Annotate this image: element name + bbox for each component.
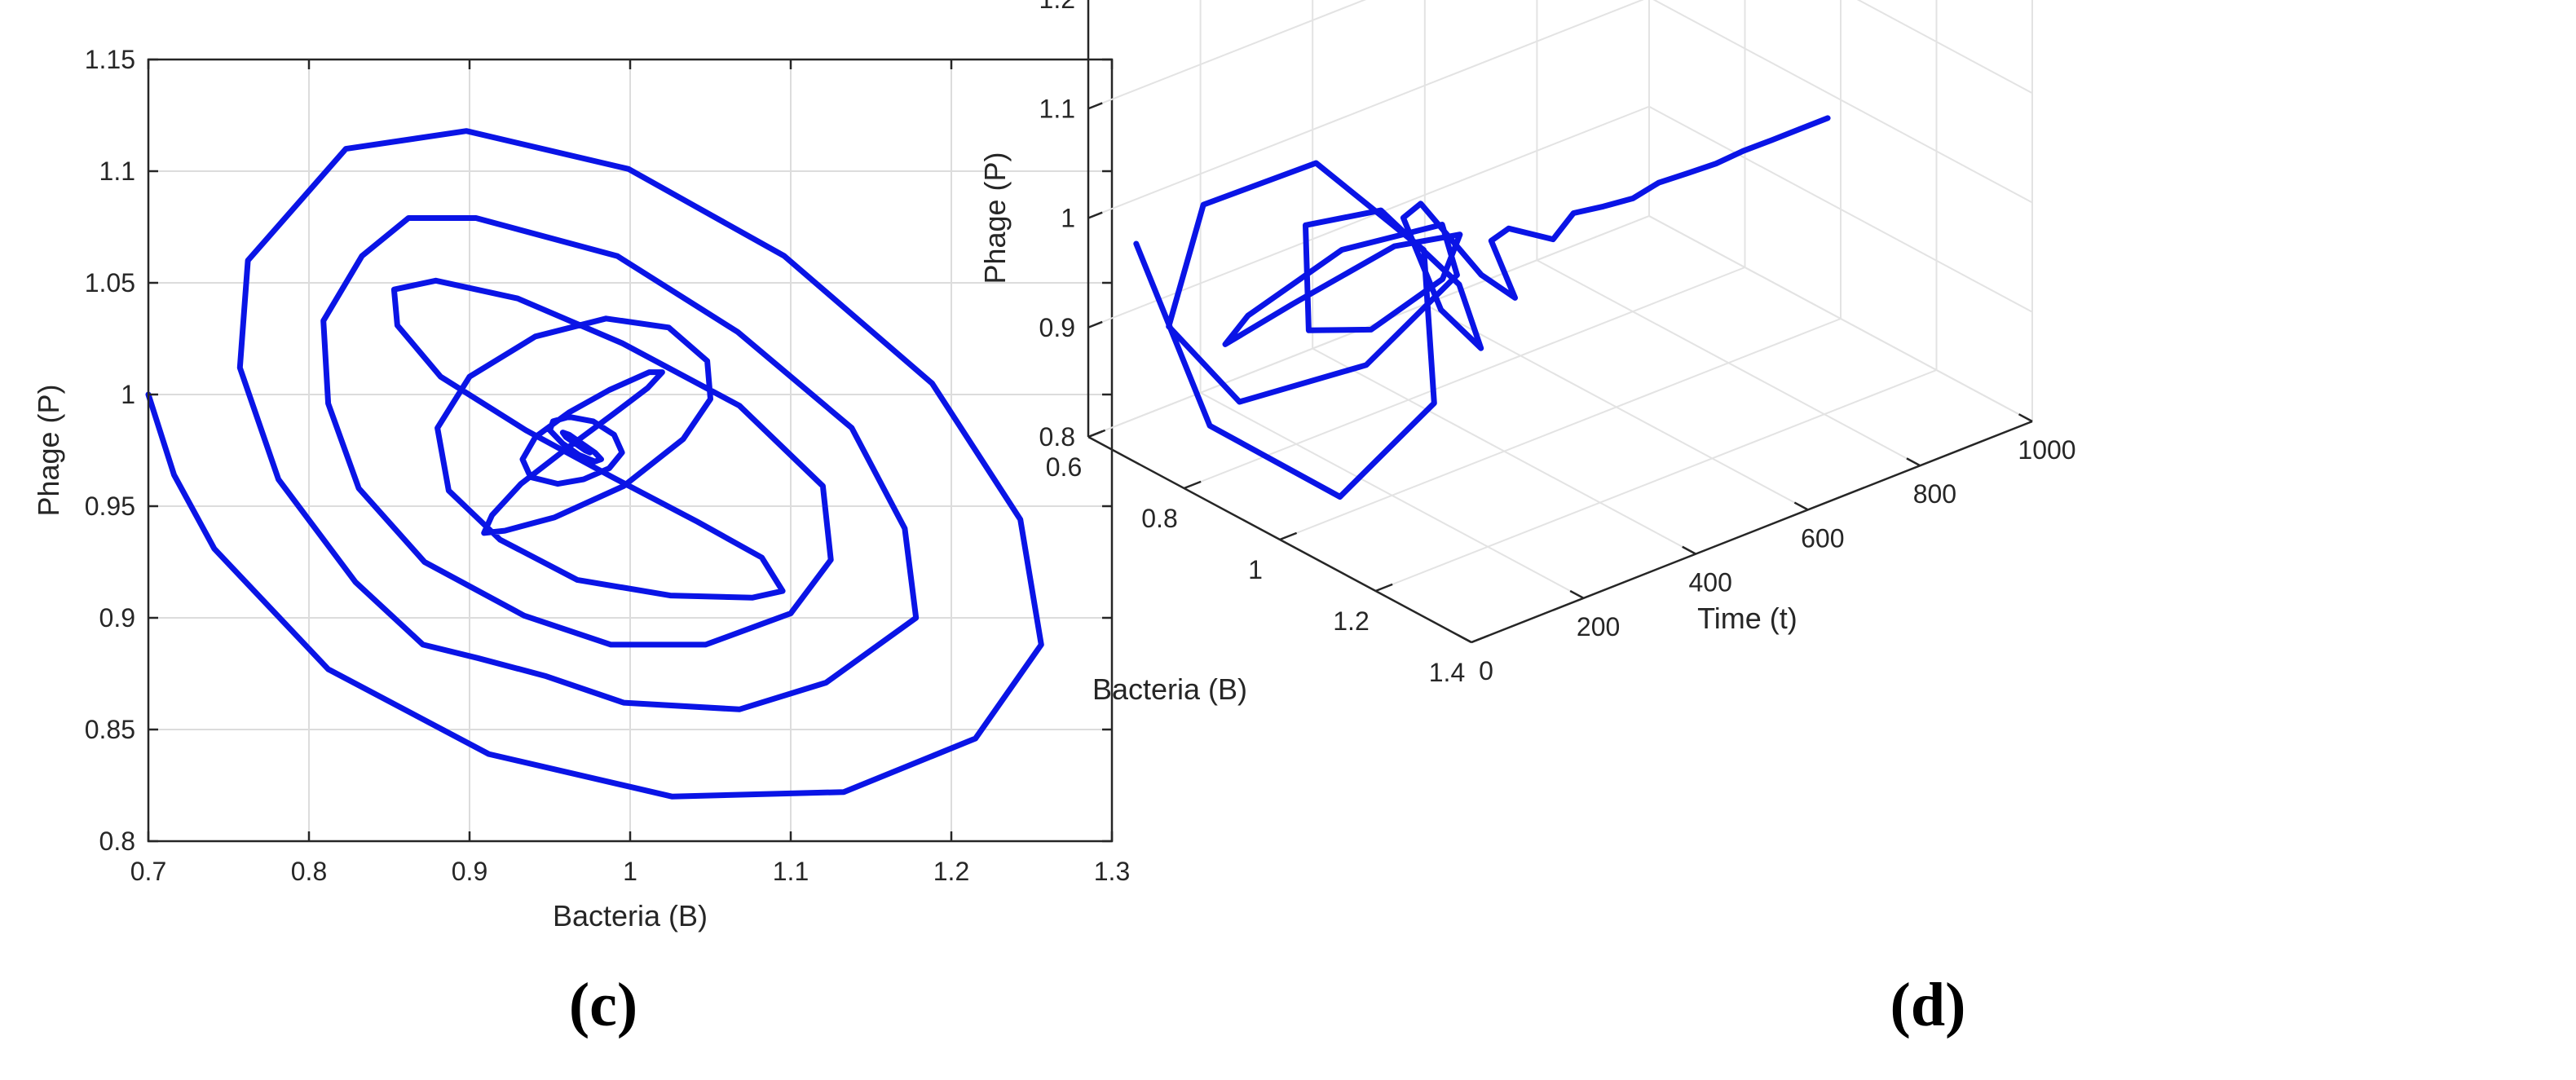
panel-d-backwall-gridline-p	[1087, 0, 1367, 110]
panel-d-bacteria-tick-label: 0.6	[1046, 452, 1082, 482]
panel-c-x-tick-label: 1	[623, 857, 637, 886]
panel-c-y-tick-label: 0.9	[99, 603, 135, 633]
panel-c-y-tick-label: 1.1	[99, 156, 135, 186]
panel-d-phage-tick	[1087, 211, 1103, 219]
panel-d-bacteria-tick	[1375, 583, 1393, 593]
panel-c-label: (c)	[569, 971, 637, 1039]
panel-c-x-tick-label: 1.2	[933, 857, 969, 886]
panel-d-phage-tick-label: 0.9	[1039, 313, 1075, 342]
panel-d-bacteria-axis-label: Bacteria (B)	[1092, 672, 1247, 706]
panel-d-phage-tick	[1087, 320, 1103, 328]
panel-d-time-tick-label: 800	[1913, 479, 1956, 509]
panel-d-grid	[1087, 0, 2033, 643]
panel-d-time-tick-label: 1000	[2018, 435, 2075, 465]
panel-d-time-tick	[1906, 457, 1921, 467]
panel-d-phage-axis-label: Phage (P)	[978, 152, 1012, 284]
panel-c-x-tick-label: 1.3	[1094, 857, 1130, 886]
panel-c-y-tick-label: 1.05	[85, 268, 135, 298]
panel-c-grid	[148, 60, 1112, 841]
panel-c-x-tick-label: 1.1	[773, 857, 809, 886]
panel-d-floor-gridline-b	[1279, 318, 1842, 540]
panel-d-time-tick-label: 0	[1479, 656, 1493, 685]
panel-d-sidewall-gridline-p	[1856, 0, 2033, 95]
panel-d-bacteria-tick	[1471, 634, 1489, 644]
panel-d-trajectory	[1133, 115, 1831, 500]
panel-d-phage-tick	[1087, 430, 1103, 439]
panel-d-time-tick	[1682, 545, 1696, 555]
panel-d-backwall-gridline-p	[1087, 105, 1650, 328]
panel-d-time-tick	[1457, 634, 1472, 644]
panel-d-time-tick-label: 200	[1577, 612, 1620, 641]
panel-d-ticks: 020040060080010000.60.811.21.40.80.911.1…	[1039, 0, 2076, 687]
panel-c-ticks: 0.7 0.8 0.9 1 1.1 1.2 1.30.80.850.90.9511.051.…	[85, 45, 1131, 886]
panel-d-sidewall-gridline-p	[1652, 0, 2033, 204]
panel-d-time-tick	[2018, 413, 2033, 423]
panel-d-3d-plot: 020040060080010000.60.811.21.40.80.911.1…	[978, 0, 2076, 706]
panel-d-floor-gridline-b	[1184, 267, 1745, 489]
panel-d-bacteria-tick-label: 1	[1248, 555, 1263, 584]
panel-c-y-tick-label: 1	[121, 380, 135, 409]
panel-d-bacteria-tick-label: 0.8	[1141, 504, 1177, 533]
panel-c-x-tick-label: 0.9	[452, 857, 487, 886]
panel-d-time-axis-label: Time (t)	[1697, 602, 1797, 635]
panel-d-phage-tick	[1087, 102, 1103, 110]
panel-d-sidewall-gridline-p	[1648, 215, 2033, 422]
panel-d-backwall-gridline-p	[1087, 215, 1650, 438]
panel-c-x-tick-label: 0.7	[130, 857, 166, 886]
panel-d-phage-tick-label: 1	[1061, 204, 1075, 233]
panel-c-y-tick-label: 0.8	[99, 827, 135, 856]
panel-c-y-tick-label: 0.95	[85, 492, 135, 521]
panel-d-label: (d)	[1890, 971, 1966, 1039]
panel-c-x-axis-label: Bacteria (B)	[553, 899, 708, 932]
panel-d-phage-tick-label: 0.8	[1039, 422, 1075, 452]
panel-c-trajectory	[145, 128, 1044, 800]
panel-c-y-axis-label: Phage (P)	[32, 384, 65, 516]
panel-d-bacteria-tick-label: 1.4	[1429, 658, 1465, 687]
panel-c-x-tick-label: 0.8	[291, 857, 327, 886]
panel-d-time-tick-label: 400	[1689, 568, 1732, 597]
panel-d-floor-gridline-b	[1375, 369, 1937, 592]
panel-d-axes	[1087, 0, 2033, 644]
panel-c-y-tick-label: 0.85	[85, 715, 135, 744]
panel-d-bacteria-tick	[1279, 531, 1298, 541]
panel-d-bacteria-tick-label: 1.2	[1333, 606, 1369, 636]
panel-c-series-line	[145, 128, 1044, 800]
panel-d-time-tick	[1569, 589, 1585, 599]
panel-d-bacteria-tick	[1184, 480, 1202, 490]
panel-d-time-tick	[1793, 501, 1809, 511]
panel-d-time-axis-line	[1471, 420, 2033, 644]
panel-d-phage-tick-label: 1.1	[1039, 94, 1075, 123]
panel-d-series-line	[1133, 115, 1831, 500]
panel-d-sidewall-gridline-p	[1648, 105, 2033, 313]
panel-c-y-tick-label: 1.15	[85, 45, 135, 74]
panel-c-phase-plot: 0.7 0.8 0.9 1 1.1 1.2 1.30.80.850.90.9511.051.…	[32, 45, 1130, 932]
panel-d-phage-tick-label: 1.2	[1039, 0, 1075, 14]
panel-d-backwall-gridline-p	[1087, 0, 1644, 219]
panel-d-time-tick-label: 600	[1801, 523, 1844, 553]
